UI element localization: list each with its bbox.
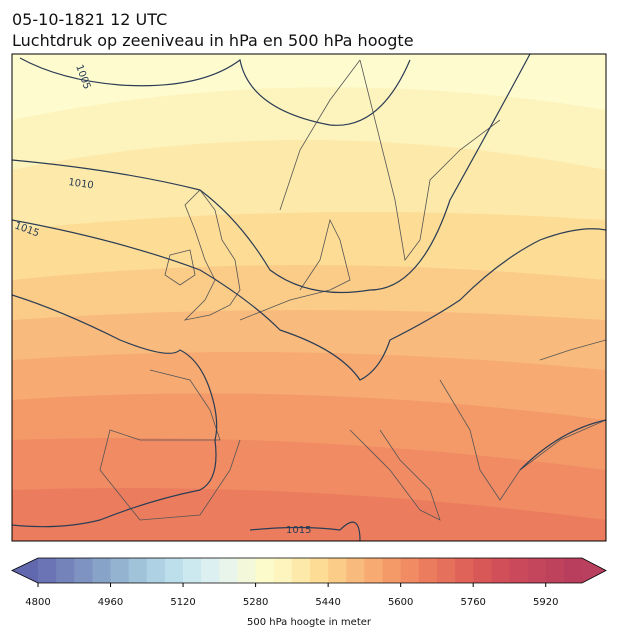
colorbar-block	[255, 558, 275, 583]
colorbar-block	[473, 558, 492, 583]
colorbar-block	[92, 558, 112, 583]
colorbar-block	[418, 558, 438, 583]
colorbar-block	[491, 558, 510, 583]
colorbar: 4800 4960 5120 5280 5440 5600 5760 5920	[11, 557, 607, 608]
colorbar-block	[38, 558, 57, 583]
colorbar-tick-label: 5600	[388, 597, 413, 608]
colorbar-tick-label: 5120	[170, 597, 195, 608]
colorbar-over	[582, 558, 606, 583]
map-frame	[11, 53, 607, 542]
colorbar-block	[545, 558, 565, 583]
colorbar-block	[364, 558, 384, 583]
colorbar-block	[455, 558, 474, 583]
colorbar-block	[346, 558, 365, 583]
colorbar-tick-label: 5440	[315, 597, 340, 608]
colorbar-block	[527, 558, 547, 583]
subtitle: Luchtdruk op zeeniveau in hPa en 500 hPa…	[12, 31, 414, 50]
colorbar-under	[12, 558, 38, 583]
colorbar-block	[183, 558, 202, 583]
colorbar-block	[400, 558, 420, 583]
colorbar-block	[436, 558, 456, 583]
colorbar-block	[563, 558, 583, 583]
colorbar-block	[201, 558, 220, 583]
isobars	[12, 54, 606, 541]
colorbar-block	[291, 558, 311, 583]
title: 05-10-1821 12 UTC	[12, 10, 167, 29]
colorbar-block	[74, 558, 93, 583]
colorbar-block	[237, 558, 257, 583]
colorbar-block	[382, 558, 402, 583]
colorbar-block	[273, 558, 293, 583]
colorbar-block	[128, 558, 148, 583]
contour-label: 1015	[286, 525, 311, 536]
colorbar-tick-label: 4960	[98, 597, 123, 608]
colorbar-tick-label: 5760	[460, 597, 485, 608]
coastlines	[99, 59, 606, 521]
colorbar-block	[509, 558, 529, 583]
colorbar-block	[310, 558, 329, 583]
colorbar-block	[328, 558, 347, 583]
colorbar-block	[56, 558, 75, 583]
colorbar-tick-label: 5920	[533, 597, 558, 608]
colorbar-label: 500 hPa hoogte in meter	[247, 617, 372, 628]
contour-label: 1010	[68, 177, 95, 191]
map: 1005 1010 1015 1015	[12, 54, 606, 541]
colorbar-block	[219, 558, 238, 583]
colorbar-block	[164, 558, 184, 583]
colorbar-block	[110, 558, 130, 583]
colorbar-block	[146, 558, 166, 583]
colorbar-tick-label: 5280	[243, 597, 268, 608]
colorbar-tick-label: 4800	[25, 597, 50, 608]
